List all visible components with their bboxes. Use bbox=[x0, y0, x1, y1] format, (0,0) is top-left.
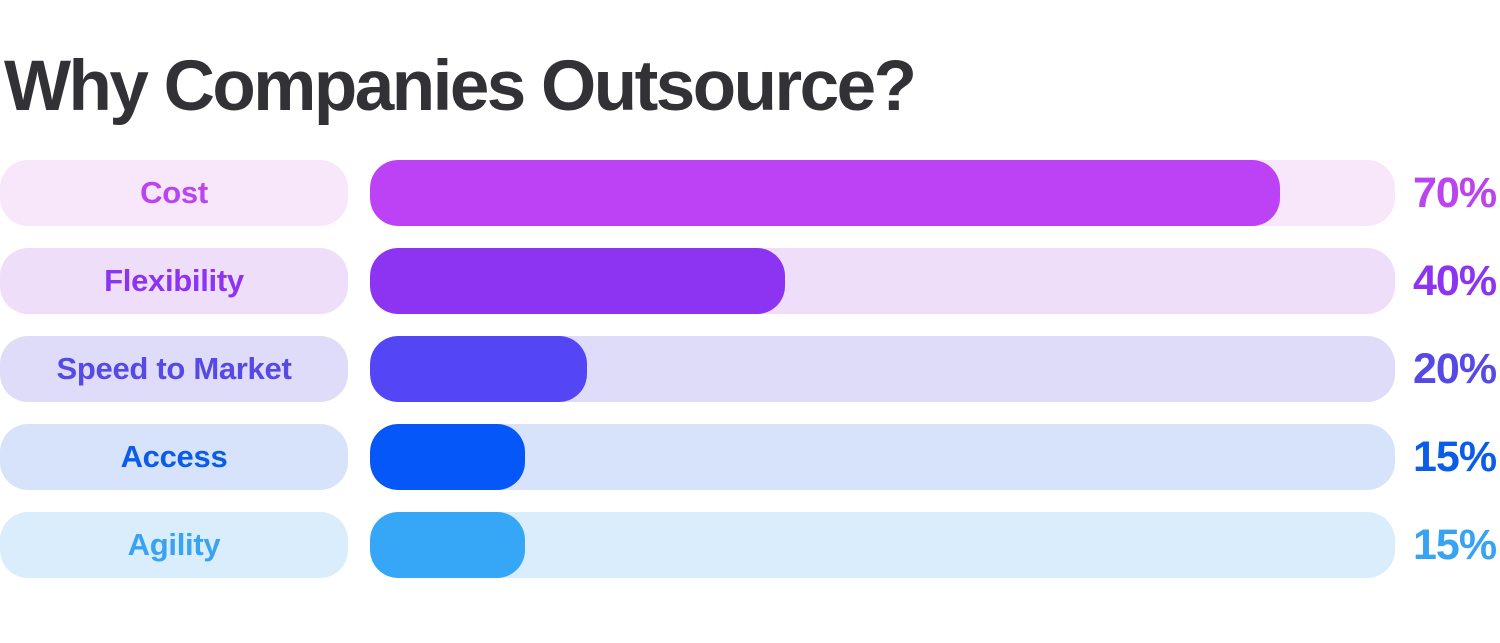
value-label: 15% bbox=[1413, 520, 1497, 569]
category-label: Access bbox=[120, 439, 228, 474]
bar-fill bbox=[370, 160, 1281, 226]
chart-row-flexibility: Flexibility 40% bbox=[0, 248, 1500, 314]
chart-row-cost: Cost 70% bbox=[0, 160, 1500, 226]
bar-track bbox=[370, 336, 1395, 402]
category-pill: Access bbox=[0, 424, 348, 490]
bar-fill bbox=[370, 336, 588, 402]
bar-track bbox=[370, 512, 1395, 578]
value-label: 15% bbox=[1413, 432, 1497, 481]
page-title: Why Companies Outsource? bbox=[4, 47, 917, 126]
category-label: Agility bbox=[127, 527, 221, 562]
category-label: Speed to Market bbox=[56, 351, 292, 386]
chart-row-agility: Agility 15% bbox=[0, 512, 1500, 578]
bar-fill bbox=[370, 248, 786, 314]
bar-track bbox=[370, 424, 1395, 490]
category-label: Flexibility bbox=[104, 263, 244, 298]
value-label: 40% bbox=[1413, 256, 1497, 305]
chart-row-access: Access 15% bbox=[0, 424, 1500, 490]
bar-track bbox=[370, 248, 1395, 314]
category-pill: Agility bbox=[0, 512, 348, 578]
chart-row-speed-to-market: Speed to Market 20% bbox=[0, 336, 1500, 402]
bar-fill bbox=[370, 512, 525, 578]
category-pill: Cost bbox=[0, 160, 348, 226]
bar-chart: Cost 70% Flexibility 40% Speed to Market bbox=[0, 160, 1500, 578]
value-label: 70% bbox=[1413, 168, 1497, 217]
category-pill: Flexibility bbox=[0, 248, 348, 314]
category-pill: Speed to Market bbox=[0, 336, 348, 402]
bar-track bbox=[370, 160, 1395, 226]
bar-fill bbox=[370, 424, 525, 490]
category-label: Cost bbox=[140, 175, 208, 210]
value-label: 20% bbox=[1413, 344, 1497, 393]
